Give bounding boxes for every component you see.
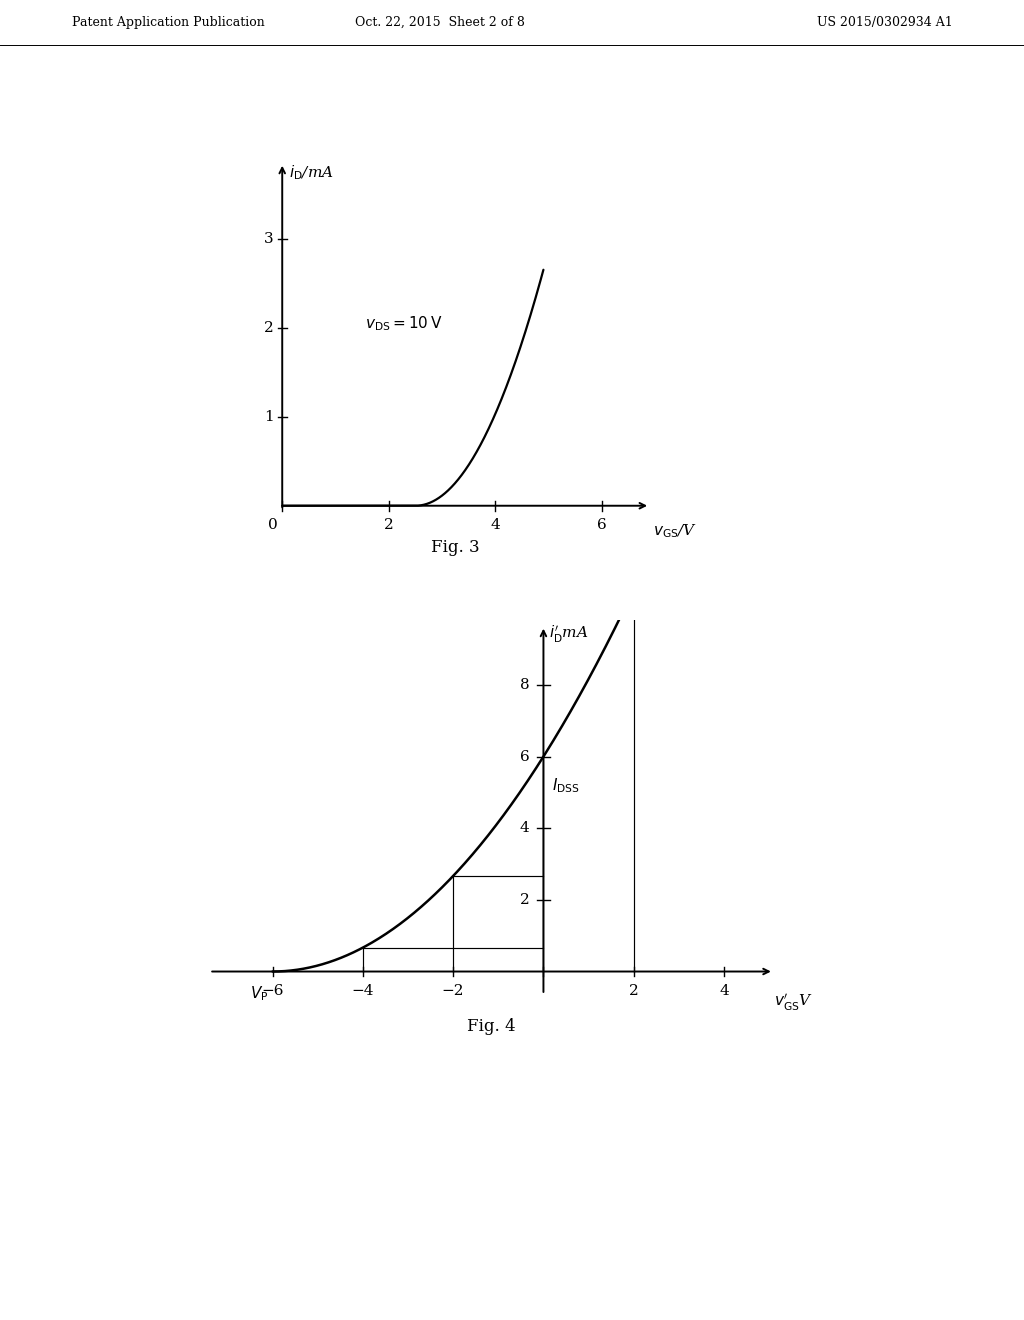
Text: $v_{\mathrm{GS}}$/V: $v_{\mathrm{GS}}$/V: [652, 521, 696, 540]
Text: 6: 6: [520, 750, 529, 763]
Text: 3: 3: [264, 231, 273, 246]
Text: 2: 2: [264, 321, 273, 334]
Text: US 2015/0302934 A1: US 2015/0302934 A1: [816, 16, 952, 29]
Text: 8: 8: [520, 678, 529, 692]
Text: 0: 0: [268, 517, 278, 532]
Text: 1: 1: [264, 409, 273, 424]
Text: $V_{\mathrm{P}}$: $V_{\mathrm{P}}$: [251, 985, 269, 1003]
Text: Fig. 4: Fig. 4: [467, 1019, 516, 1035]
Text: $I_{\mathrm{DSS}}$: $I_{\mathrm{DSS}}$: [552, 776, 580, 795]
Text: 4: 4: [520, 821, 529, 836]
Text: 4: 4: [490, 517, 501, 532]
Text: 6: 6: [597, 517, 607, 532]
Text: $v_{\mathrm{DS}}=10\,\mathrm{V}$: $v_{\mathrm{DS}}=10\,\mathrm{V}$: [365, 314, 442, 333]
Text: −6: −6: [261, 985, 284, 998]
Text: $i_{\mathrm{D}}$/mA: $i_{\mathrm{D}}$/mA: [289, 164, 334, 182]
Text: 2: 2: [629, 985, 639, 998]
Text: Fig. 3: Fig. 3: [431, 540, 480, 556]
Text: Oct. 22, 2015  Sheet 2 of 8: Oct. 22, 2015 Sheet 2 of 8: [355, 16, 525, 29]
Text: 2: 2: [384, 517, 393, 532]
Text: 2: 2: [520, 892, 529, 907]
Text: $v_{\mathrm{GS}}^{\prime}$V: $v_{\mathrm{GS}}^{\prime}$V: [774, 991, 813, 1012]
Text: 4: 4: [719, 985, 729, 998]
Text: −4: −4: [351, 985, 374, 998]
Text: $i_{\mathrm{D}}^{\prime}$mA: $i_{\mathrm{D}}^{\prime}$mA: [549, 624, 589, 645]
Text: Patent Application Publication: Patent Application Publication: [72, 16, 264, 29]
Text: −2: −2: [442, 985, 465, 998]
